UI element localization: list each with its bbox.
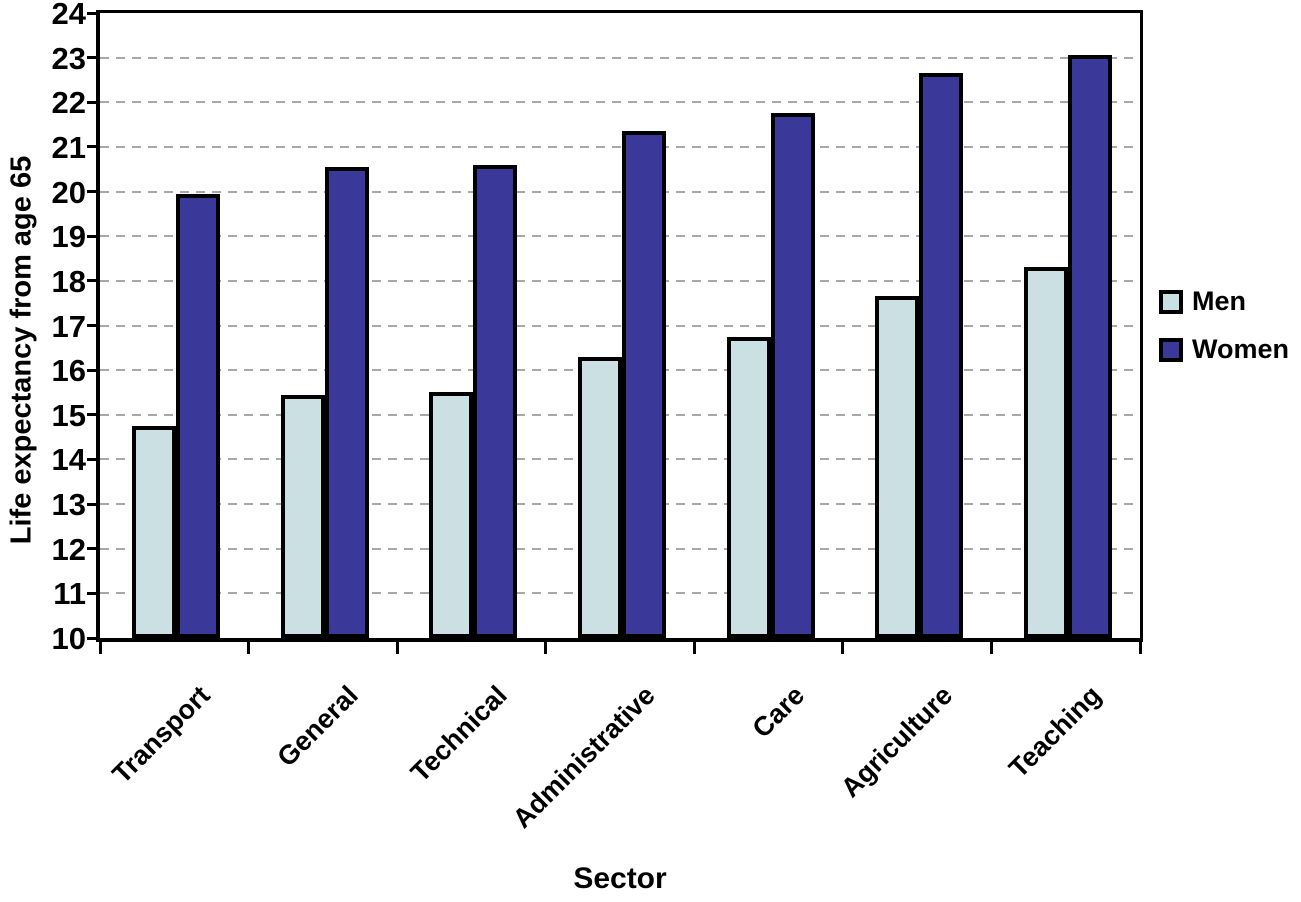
y-tick-label-18: 18 xyxy=(51,263,86,299)
y-tick-21 xyxy=(87,145,100,149)
y-tick-17 xyxy=(87,324,100,327)
legend-label-women: Women xyxy=(1192,334,1290,364)
bar-women-agriculture xyxy=(919,73,964,638)
bar-women-transport xyxy=(176,193,221,638)
plot-area xyxy=(96,10,1143,642)
legend-item-women: Women xyxy=(1159,336,1289,363)
legend-swatch-men-icon xyxy=(1159,289,1183,314)
y-tick-18 xyxy=(87,279,100,283)
x-category-label-general: General xyxy=(271,680,365,773)
y-tick-label-11: 11 xyxy=(53,576,86,612)
y-tick-label-10: 10 xyxy=(51,621,86,656)
bar-women-administrative xyxy=(622,131,666,638)
legend-swatch-women-icon xyxy=(1159,337,1183,362)
x-tick-6 xyxy=(989,640,993,654)
y-tick-16 xyxy=(87,368,100,372)
bar-women-teaching xyxy=(1067,55,1112,638)
x-category-label-care: Care xyxy=(746,680,810,744)
y-tick-11 xyxy=(87,591,100,595)
x-tick-2 xyxy=(395,640,399,654)
legend-item-men: Men xyxy=(1159,288,1289,315)
bar-men-agriculture xyxy=(875,296,920,638)
y-tick-label-19: 19 xyxy=(51,219,86,255)
y-tick-label-23: 23 xyxy=(51,40,86,76)
bar-men-technical xyxy=(429,392,474,638)
y-tick-23 xyxy=(87,56,100,60)
gridline-21 xyxy=(100,145,1140,148)
y-tick-label-24: 24 xyxy=(51,0,86,31)
bar-men-care xyxy=(726,336,771,638)
y-tick-label-17: 17 xyxy=(51,308,86,344)
gridline-18 xyxy=(100,279,1140,282)
x-tick-3 xyxy=(544,640,548,654)
gridline-22 xyxy=(100,101,1140,104)
y-tick-label-13: 13 xyxy=(51,487,86,523)
bar-women-care xyxy=(770,113,815,638)
y-tick-14 xyxy=(87,457,100,461)
x-category-label-agriculture: Agriculture xyxy=(835,680,959,804)
y-tick-20 xyxy=(87,190,100,194)
y-tick-24 xyxy=(87,11,100,15)
x-category-label-technical: Technical xyxy=(404,680,513,788)
y-tick-label-15: 15 xyxy=(51,397,86,433)
y-tick-15 xyxy=(87,413,100,417)
y-tick-label-21: 21 xyxy=(51,129,86,165)
x-tick-1 xyxy=(247,640,251,654)
y-tick-10 xyxy=(87,636,100,640)
bar-men-teaching xyxy=(1023,267,1068,638)
y-tick-label-22: 22 xyxy=(51,85,86,121)
legend: Men Women xyxy=(1159,288,1289,384)
x-category-label-transport: Transport xyxy=(106,680,216,790)
x-axis-title: Sector xyxy=(573,862,667,895)
legend-label-men: Men xyxy=(1192,286,1246,316)
y-axis-title: Life expectancy from age 65 xyxy=(5,155,38,545)
x-tick-5 xyxy=(841,640,845,654)
gridline-20 xyxy=(100,190,1140,193)
gridline-23 xyxy=(100,56,1140,59)
x-category-label-administrative: Administrative xyxy=(507,680,662,834)
x-category-label-teaching: Teaching xyxy=(1003,680,1107,784)
bar-women-general xyxy=(324,167,369,638)
y-tick-19 xyxy=(87,234,100,238)
y-tick-label-14: 14 xyxy=(51,442,86,478)
y-tick-22 xyxy=(87,100,100,104)
bar-women-technical xyxy=(473,164,518,638)
x-tick-4 xyxy=(692,640,696,654)
y-tick-label-12: 12 xyxy=(51,531,86,567)
y-tick-label-20: 20 xyxy=(51,174,86,210)
bar-men-transport xyxy=(132,425,177,638)
y-tick-13 xyxy=(87,502,100,506)
gridline-19 xyxy=(100,235,1140,238)
bar-men-administrative xyxy=(578,356,622,638)
x-tick-7 xyxy=(1138,640,1142,654)
x-tick-0 xyxy=(98,640,102,654)
y-tick-12 xyxy=(87,547,100,551)
y-tick-label-16: 16 xyxy=(51,353,86,389)
bar-men-general xyxy=(280,394,325,638)
gridline-17 xyxy=(100,324,1140,327)
